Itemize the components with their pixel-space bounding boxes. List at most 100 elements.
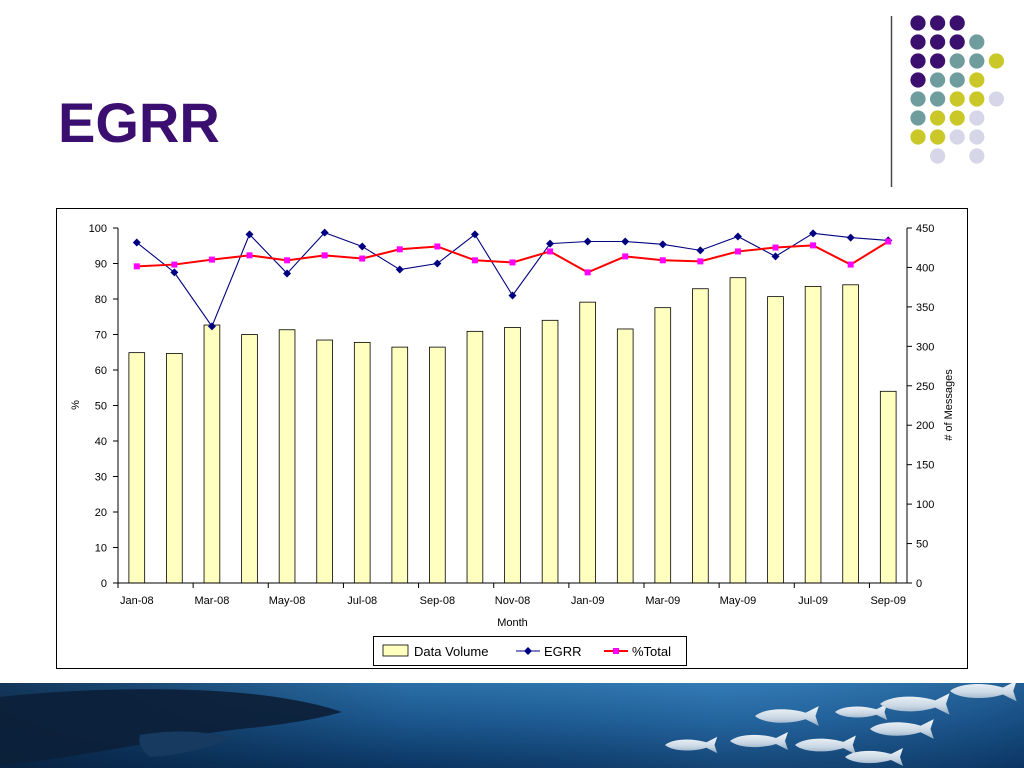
marker-total <box>133 263 140 270</box>
bar-data-volume <box>616 328 634 584</box>
marker-total <box>772 244 779 251</box>
y-tick-label: 10 <box>95 543 107 555</box>
marker-egrr <box>245 230 254 239</box>
x-tick-label: Jan-09 <box>571 595 605 607</box>
marker-total <box>171 261 178 268</box>
marker-total <box>359 255 366 262</box>
marker-total <box>208 256 215 263</box>
purple-dot <box>910 15 926 31</box>
yellow-dot <box>930 110 946 126</box>
marker-egrr <box>395 265 404 274</box>
bar-data-volume <box>203 324 221 584</box>
purple-dot <box>949 15 965 31</box>
y2-tick-label: 200 <box>916 420 934 432</box>
bar-data-volume <box>166 353 183 584</box>
marker-total <box>659 257 666 264</box>
lavender-dot <box>969 148 985 164</box>
teal-dot <box>930 91 946 107</box>
x-tick-label: May-09 <box>720 595 757 607</box>
chart-frame: 0 10 20 30 40 50 60 70 80 90 100 0 50 100 150 200 250 300… <box>56 208 968 669</box>
y2-tick-label: 100 <box>916 499 934 511</box>
teal-dot <box>910 91 926 107</box>
marker-egrr <box>207 322 216 331</box>
bar-data-volume <box>504 327 521 584</box>
bar-data-volume <box>391 346 409 584</box>
yellow-dot <box>949 91 965 107</box>
y2-tick-label: 400 <box>916 262 934 274</box>
legend-label-total: %Total <box>632 644 671 659</box>
bar-data-volume <box>879 390 897 584</box>
legend-label-egrr: EGRR <box>544 644 582 659</box>
lavender-dot <box>988 91 1004 107</box>
legend-marker-egrr <box>524 647 532 655</box>
y-axis-title: % <box>70 400 82 410</box>
legend-swatch-data-volume <box>382 644 409 657</box>
y-tick-label: 60 <box>95 365 107 377</box>
y2-axis-title: # of Messages <box>943 369 955 441</box>
decorative-dot-pattern <box>890 15 1004 187</box>
teal-dot <box>969 34 985 50</box>
x-tick-label: Mar-08 <box>195 595 230 607</box>
marker-egrr <box>132 238 141 247</box>
marker-total <box>584 269 591 276</box>
y2-tick-label: 50 <box>916 539 928 551</box>
y-tick-label: 90 <box>95 259 107 271</box>
bar-data-volume <box>541 319 559 584</box>
marker-egrr <box>733 232 742 241</box>
marker-egrr <box>170 268 179 277</box>
marker-egrr <box>621 237 630 246</box>
bar-data-volume <box>729 277 747 584</box>
lavender-dot <box>949 129 965 145</box>
y-tick-label: 80 <box>95 294 107 306</box>
marker-total <box>697 258 704 265</box>
marker-egrr <box>809 229 818 238</box>
combo-chart: 0 10 20 30 40 50 60 70 80 90 100 0 50 100 150 200 250 300… <box>56 208 968 669</box>
x-tick-label: Nov-08 <box>495 595 530 607</box>
marker-total <box>434 243 441 250</box>
teal-dot <box>910 110 926 126</box>
bar-data-volume <box>466 330 484 584</box>
marker-egrr <box>658 240 667 249</box>
marker-total <box>622 253 629 260</box>
bar-data-volume <box>767 296 784 584</box>
teal-dot <box>969 53 985 69</box>
legend-label-data-volume: Data Volume <box>414 644 488 659</box>
purple-dot <box>910 34 926 50</box>
y2-tick-label: 350 <box>916 302 934 314</box>
yellow-dot <box>910 129 926 145</box>
marker-egrr <box>771 252 780 261</box>
y2-tick-label: 450 <box>916 223 934 235</box>
slide-title: EGRR <box>58 91 220 154</box>
y2-tick-label: 0 <box>916 578 922 590</box>
marker-egrr <box>508 291 517 300</box>
y-tick-label: 30 <box>95 472 107 484</box>
marker-egrr <box>358 242 367 251</box>
marker-total <box>509 259 516 266</box>
marker-egrr <box>546 239 555 248</box>
whale-silhouette <box>0 689 342 765</box>
x-tick-label: Mar-09 <box>645 595 680 607</box>
purple-dot <box>910 72 926 88</box>
x-tick-label: Jul-08 <box>347 595 377 607</box>
purple-dot <box>910 53 926 69</box>
x-tick-label: Sep-09 <box>870 595 905 607</box>
marker-egrr <box>846 233 855 242</box>
marker-total <box>321 252 328 259</box>
yellow-dot <box>988 53 1004 69</box>
marker-egrr <box>433 259 442 268</box>
x-tick-label: Sep-08 <box>420 595 455 607</box>
y2-tick-label: 250 <box>916 381 934 393</box>
purple-dot <box>930 34 946 50</box>
y-tick-label: 50 <box>95 401 107 413</box>
teal-dot <box>930 72 946 88</box>
marker-total <box>734 248 741 255</box>
marker-total <box>284 257 291 264</box>
marker-total <box>396 246 403 253</box>
y2-tick-label: 150 <box>916 460 934 472</box>
bar-data-volume <box>804 285 822 584</box>
bar-data-volume <box>579 301 596 584</box>
x-axis-title: Month <box>497 617 528 629</box>
y-tick-label: 0 <box>101 578 107 590</box>
y2-tick-label: 300 <box>916 341 934 353</box>
